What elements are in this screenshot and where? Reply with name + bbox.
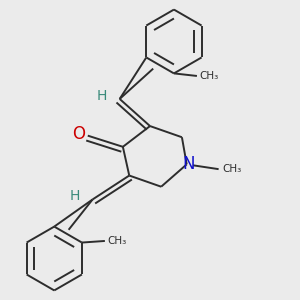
Text: CH₃: CH₃ xyxy=(107,236,127,246)
Text: H: H xyxy=(97,89,107,103)
Text: N: N xyxy=(182,155,194,173)
Text: O: O xyxy=(72,125,85,143)
Text: CH₃: CH₃ xyxy=(200,71,219,81)
Text: H: H xyxy=(70,189,80,203)
Text: CH₃: CH₃ xyxy=(223,164,242,174)
